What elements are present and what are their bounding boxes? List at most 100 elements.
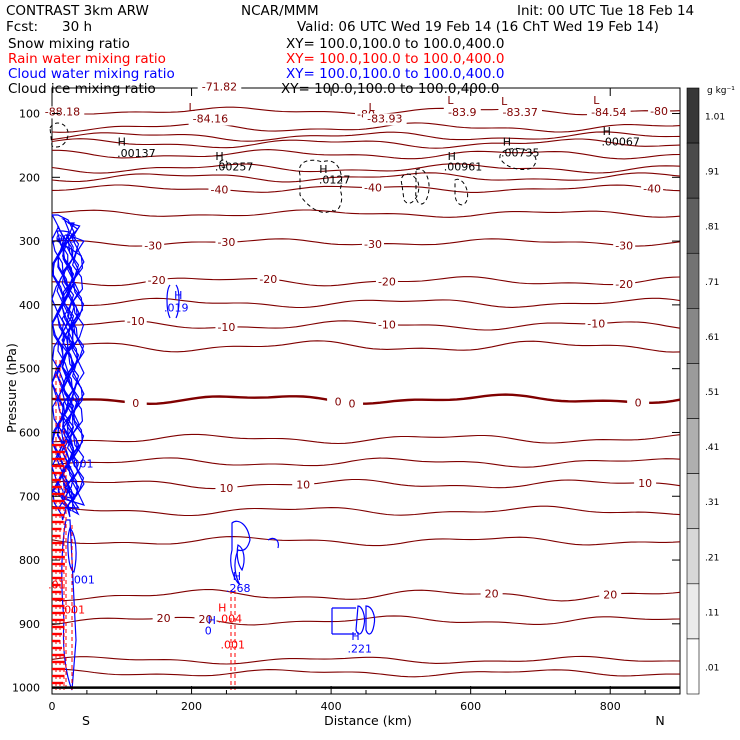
temperature-contour-15 <box>51 433 681 445</box>
contour-label-bg <box>361 180 384 194</box>
cloud-water-column-contour <box>56 230 80 509</box>
extremum-label-bg <box>188 113 233 126</box>
field-xy-cloud-water: XY= 100.0,100.0 to 100.0,400.0 <box>286 66 504 82</box>
colorbar-unit: g kg⁻¹ <box>707 86 735 96</box>
temperature-contour-label: 0 <box>335 396 342 409</box>
temperature-contour-label: -80 <box>650 105 668 118</box>
temperature-contour-label: 10 <box>219 482 233 495</box>
extremum-value: -84.54 <box>591 106 626 119</box>
contour-label-bg <box>599 587 622 601</box>
colorbar-segment <box>686 142 700 199</box>
extremum-label-bg <box>40 106 85 119</box>
y-tick-label: 500 <box>19 363 40 376</box>
extremum-value: -83.9 <box>448 106 476 119</box>
temperature-contour-label: -40 <box>364 181 382 194</box>
contour-label-bg <box>361 236 384 250</box>
low-marker: L <box>188 101 195 114</box>
low-marker: L <box>501 95 508 108</box>
colorbar-segment <box>686 528 700 585</box>
cloud-ice-contour-0 <box>298 159 343 213</box>
y-tick-label: 300 <box>19 235 40 248</box>
temperature-contour-19 <box>51 536 681 547</box>
temperature-contour-label: -10 <box>217 321 235 334</box>
colorbar-label: .91 <box>705 168 719 178</box>
colorbar-label: .51 <box>705 388 719 398</box>
temperature-contour-14 <box>51 393 681 406</box>
extremum-label-bg <box>443 107 481 120</box>
extremum-value: -71.82 <box>202 81 237 94</box>
ice-max-label: .00137 <box>117 147 156 160</box>
cloud-water-contour-6 <box>267 537 279 549</box>
colorbar-label: 1.01 <box>705 113 725 123</box>
x-tick-label: 600 <box>460 700 481 713</box>
temperature-contour-8 <box>51 209 681 218</box>
cloud-water-contour-2 <box>166 284 180 319</box>
temperature-contour-17 <box>51 478 681 490</box>
contour-label-bg <box>215 320 238 334</box>
low-marker: L <box>369 101 376 114</box>
colorbar-label: .01 <box>705 663 719 673</box>
cloud-water-contour-3 <box>230 520 251 586</box>
cloud-water-contours <box>51 214 86 521</box>
ice-max-label: .0127 <box>319 174 351 187</box>
temperature-contour-label: -40 <box>643 182 661 195</box>
y-tick-label: 400 <box>19 299 40 312</box>
organization: NCAR/MMM <box>241 3 319 19</box>
cloud-water-contour-1 <box>67 526 77 573</box>
init-time: Init: 00 UTC Tue 18 Feb 14 <box>517 3 694 19</box>
y-tick-label: 800 <box>19 554 40 567</box>
x-tick-label: 200 <box>181 700 202 713</box>
temperature-contour-label: 20 <box>157 612 171 625</box>
contour-label-bg <box>634 475 657 489</box>
contour-label-bg <box>194 612 217 626</box>
valid-time: Valid: 06 UTC Wed 19 Feb 14 (16 ChT Wed … <box>297 19 659 35</box>
colorbar-segment <box>686 583 700 640</box>
temperature-contour-label: -20 <box>148 274 166 287</box>
y-tick-label: 200 <box>19 171 40 184</box>
cloud-water-label: H <box>208 614 216 627</box>
contour-label-bg <box>480 586 503 600</box>
rain-water-label: .001 <box>61 604 86 617</box>
colorbar-segment <box>686 473 700 530</box>
extremum-label-bg <box>498 107 543 120</box>
contour-label-bg <box>215 235 238 249</box>
temperature-contour-1 <box>51 122 681 133</box>
field-label-rain: Rain water mixing ratio <box>8 51 166 67</box>
cloud-water-label: H <box>174 289 182 302</box>
temperature-contour-16 <box>51 457 681 468</box>
field-label-snow: Snow mixing ratio <box>8 36 130 52</box>
contour-label-bg <box>152 611 175 625</box>
low-marker: L <box>593 94 600 107</box>
temperature-contour-23 <box>51 668 681 678</box>
temperature-contour-label: -10 <box>378 319 396 332</box>
temperature-contour-label: 0 <box>349 397 356 410</box>
extremum-value: -84.16 <box>193 112 228 125</box>
temperature-contour-label: 0 <box>132 397 139 410</box>
temperature-contour-label: -30 <box>217 236 235 249</box>
temperature-contour-label: 10 <box>638 477 652 490</box>
cloud-water-label: .003 <box>52 232 77 245</box>
cloud-ice-contour-6 <box>219 159 228 168</box>
rain-water-label: .004 <box>218 613 243 626</box>
colorbar-label: .71 <box>705 278 719 288</box>
temperature-contour-22 <box>51 655 681 665</box>
cloud-water-contour-4 <box>236 544 245 572</box>
plot-frame <box>51 87 681 695</box>
temperature-contour-5 <box>51 163 681 174</box>
model-title: CONTRAST 3km ARW <box>6 3 149 19</box>
cloud-water-label: H <box>351 630 359 643</box>
cloud-water-label: 0 <box>205 625 212 638</box>
field-xy-rain: XY= 100.0,100.0 to 100.0,400.0 <box>286 51 504 67</box>
ice-max-label: .00067 <box>601 135 640 148</box>
ice-max-label: H <box>319 163 327 176</box>
contour-label-bg <box>142 238 165 252</box>
colorbar-label: .21 <box>705 553 719 563</box>
temperature-contour-label: 20 <box>485 588 499 601</box>
colorbar-segment <box>686 308 700 364</box>
north-label: N <box>655 713 664 728</box>
temperature-contour-2 <box>51 131 681 142</box>
cloud-ice-contour-1 <box>400 173 420 204</box>
plot-layer: -80-80-40-40-40-30-30-30-30-20-20-20-20-… <box>40 81 681 691</box>
cloud-water-column-contour <box>56 242 80 500</box>
